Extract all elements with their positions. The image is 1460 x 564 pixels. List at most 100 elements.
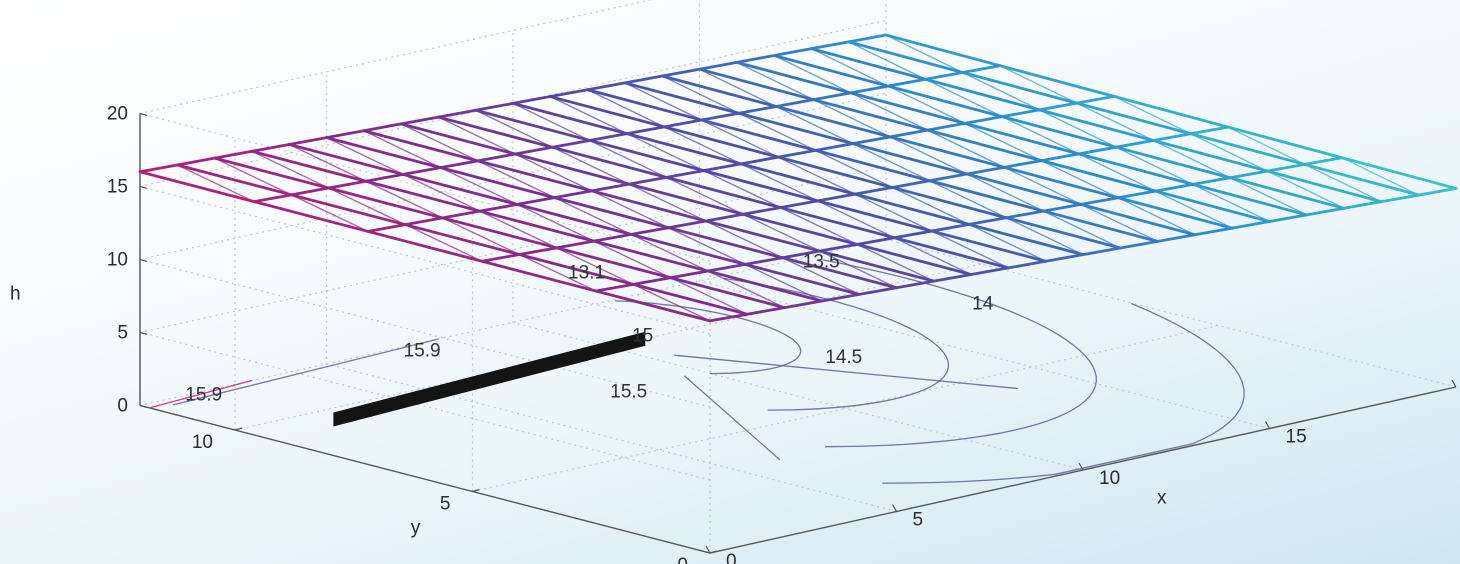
mesh-line xyxy=(893,236,1010,270)
contour-label: 14.5 xyxy=(825,347,862,368)
mesh-line xyxy=(851,135,892,146)
mesh-line xyxy=(998,64,1116,98)
mesh-line xyxy=(399,122,517,156)
mesh-line xyxy=(660,67,701,78)
mesh-line xyxy=(741,212,859,246)
contour-line xyxy=(683,375,781,461)
mesh-line xyxy=(1266,169,1383,204)
y-tick xyxy=(234,427,243,431)
mesh-line xyxy=(963,121,1081,156)
x-tick-label: 10 xyxy=(1099,468,1120,489)
mesh-line xyxy=(961,64,1002,74)
mesh-line xyxy=(1077,152,1195,186)
y-tick xyxy=(709,550,718,554)
mesh-line xyxy=(555,239,596,250)
mesh-line xyxy=(698,67,815,102)
mesh-line xyxy=(1303,163,1421,197)
mesh-line xyxy=(403,223,521,256)
mesh-line xyxy=(887,85,966,125)
mesh-line xyxy=(772,54,890,88)
mesh-line xyxy=(1229,177,1308,216)
x-tick xyxy=(1451,379,1457,388)
mesh-line xyxy=(515,203,633,236)
mesh-line xyxy=(810,47,927,81)
mesh-line xyxy=(745,306,786,316)
mesh-line xyxy=(511,102,629,136)
mesh-line xyxy=(698,60,739,71)
box-grid xyxy=(139,0,1457,554)
mesh-line xyxy=(964,122,1042,162)
mesh-line xyxy=(700,111,741,122)
mesh-line xyxy=(925,78,1003,118)
mesh-line xyxy=(251,150,329,189)
mesh-line xyxy=(1267,170,1345,209)
mesh-line xyxy=(999,65,1078,104)
mesh-line xyxy=(252,193,293,204)
mesh-line xyxy=(661,75,740,114)
y-tick-label: 5 xyxy=(440,494,451,515)
mesh-line xyxy=(666,176,744,215)
mesh-line xyxy=(885,34,964,74)
grid-line-x xyxy=(512,30,1084,471)
mesh-line xyxy=(1153,139,1231,179)
z-tick xyxy=(139,258,148,262)
mesh-line xyxy=(819,250,897,289)
mesh-line xyxy=(665,169,706,179)
mesh-line xyxy=(1189,132,1307,166)
mesh-line xyxy=(1002,165,1120,200)
mesh-line xyxy=(479,210,557,249)
mesh-line xyxy=(328,187,406,226)
mesh-line xyxy=(855,242,973,276)
mesh-line xyxy=(1044,253,1085,263)
mesh-line xyxy=(662,125,780,159)
mesh-line xyxy=(667,226,784,260)
mesh-line xyxy=(1075,101,1193,136)
mesh-line xyxy=(779,206,896,240)
mesh-line xyxy=(737,105,778,115)
mesh-line xyxy=(849,91,967,125)
mesh-line xyxy=(1001,116,1080,155)
mesh-line xyxy=(854,193,933,232)
x-tick-label: 0 xyxy=(726,551,737,564)
mesh-line xyxy=(704,219,822,253)
mesh-line xyxy=(403,216,445,227)
contour-label: 13.1 xyxy=(568,263,605,284)
mesh-line xyxy=(548,95,666,129)
mesh-line xyxy=(516,203,595,242)
mesh-line xyxy=(590,182,631,193)
mesh-line xyxy=(889,136,968,175)
contour-line xyxy=(149,379,253,409)
mesh-line xyxy=(1079,196,1120,206)
mesh-line xyxy=(855,236,896,246)
mesh-line xyxy=(781,256,898,290)
mesh-line xyxy=(737,111,855,146)
mesh-line xyxy=(776,155,894,189)
mesh-line xyxy=(366,223,407,233)
y-axis-label: y xyxy=(411,517,421,538)
contour-label: 15.9 xyxy=(404,340,441,361)
mesh-line xyxy=(436,115,554,149)
mesh-line xyxy=(1226,125,1344,160)
mesh-line xyxy=(783,299,824,310)
wall xyxy=(333,331,646,427)
mesh-line xyxy=(926,121,967,132)
mesh-line xyxy=(886,77,927,88)
mesh-line xyxy=(660,74,778,108)
mesh-line xyxy=(1192,183,1270,223)
mesh-line xyxy=(1004,209,1045,220)
mesh-surface xyxy=(138,33,1458,323)
mesh-line xyxy=(250,149,368,183)
mesh-line xyxy=(1266,163,1307,173)
mesh-line xyxy=(1113,95,1192,135)
mesh-line xyxy=(627,176,668,186)
mesh-line xyxy=(327,179,368,190)
mesh-line xyxy=(1305,206,1346,217)
mesh-line xyxy=(624,82,702,121)
contour-line xyxy=(615,300,802,375)
mesh-line xyxy=(404,224,483,262)
mesh-line xyxy=(628,183,707,222)
mesh-line xyxy=(400,123,479,162)
mesh-line xyxy=(252,200,370,233)
mesh-line xyxy=(706,269,824,303)
